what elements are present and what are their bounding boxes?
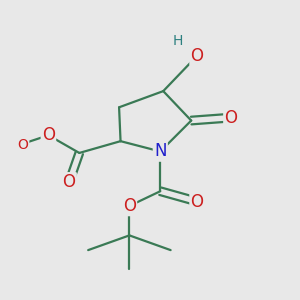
Text: N: N [154,142,167,160]
Text: O: O [190,193,204,211]
Text: O: O [224,109,238,127]
Text: H: H [173,34,183,48]
Text: O: O [190,47,204,65]
Text: O: O [62,173,76,191]
Text: O: O [42,126,55,144]
Text: O: O [123,197,136,215]
Text: O: O [17,138,28,152]
